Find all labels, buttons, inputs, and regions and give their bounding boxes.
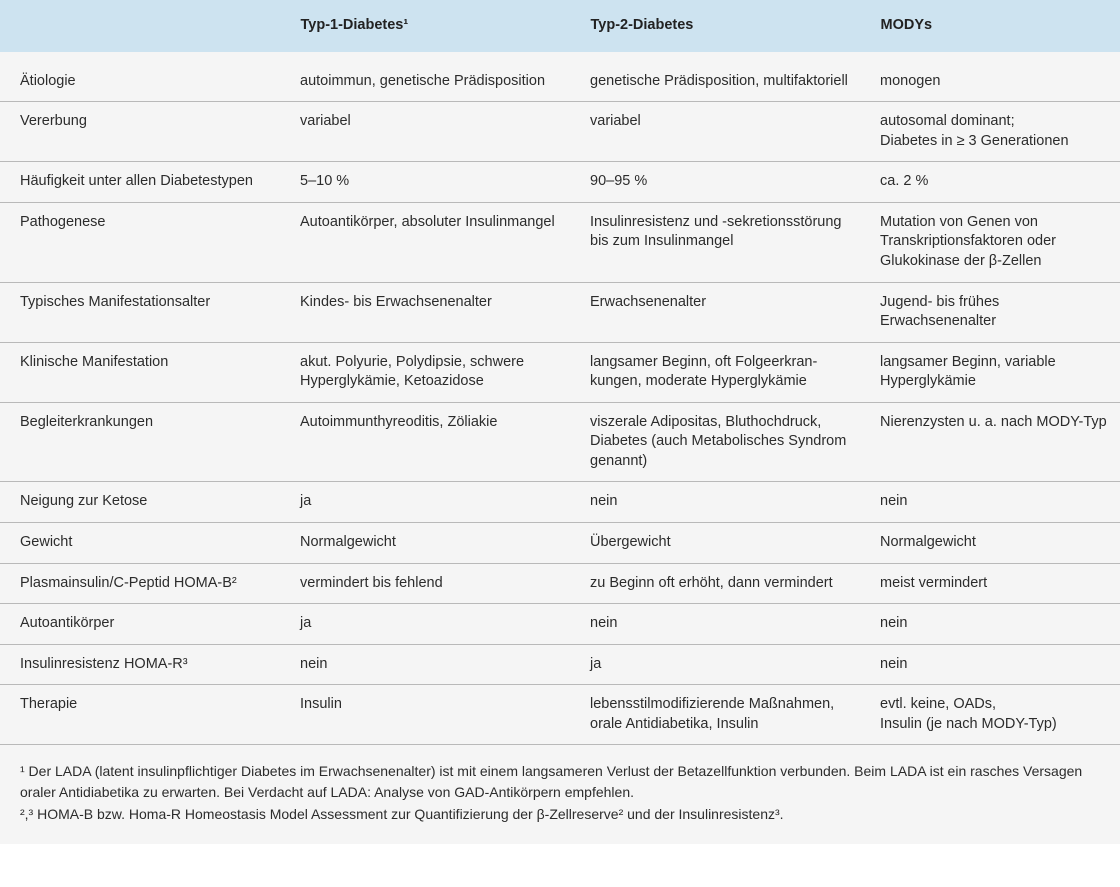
row-cell: akut. Polyurie, Polydipsie, schwere Hype… [280,342,570,402]
row-cell: Autoimmunthyreoditis, Zöliakie [280,402,570,482]
row-cell: variabel [280,102,570,162]
row-cell: zu Beginn oft erhöht, dann vermindert [570,563,860,604]
table-row: Neigung zur Ketosejaneinnein [0,482,1120,523]
row-cell: variabel [570,102,860,162]
col-header-typ2: Typ-2-Diabetes [570,0,860,52]
row-cell: lebensstilmodifizierende Maßnah­men, ora… [570,685,860,745]
table-row: GewichtNormalgewichtÜbergewichtNormalgew… [0,523,1120,564]
row-label: Häufigkeit unter allen Diabetestypen [0,162,280,203]
table-body: Ätiologieautoimmun, genetische Prädispos… [0,52,1120,745]
diabetes-comparison-table: Typ-1-Diabetes¹ Typ-2-Diabetes MODYs Äti… [0,0,1120,844]
row-cell: Übergewicht [570,523,860,564]
row-label: Begleiterkrankungen [0,402,280,482]
row-cell: ca. 2 % [860,162,1120,203]
row-cell: meist vermindert [860,563,1120,604]
row-cell: Normalgewicht [860,523,1120,564]
table-row: Autoantikörperjaneinnein [0,604,1120,645]
table-row: Ätiologieautoimmun, genetische Prädispos… [0,52,1120,102]
row-label: Plasmainsulin/C-Peptid HOMA-B² [0,563,280,604]
row-label: Gewicht [0,523,280,564]
row-label: Therapie [0,685,280,745]
row-label: Ätiologie [0,52,280,102]
row-cell: Kindes- bis Erwachsenenalter [280,282,570,342]
footnotes: ¹ Der LADA (latent insulinpflichtiger Di… [0,745,1120,844]
row-cell: Normalgewicht [280,523,570,564]
row-label: Pathogenese [0,202,280,282]
row-cell: ja [570,644,860,685]
row-cell: 5–10 % [280,162,570,203]
row-cell: Jugend- bis frühes Erwachsenenalter [860,282,1120,342]
row-cell: 90–95 % [570,162,860,203]
row-cell: autoimmun, genetische Prädisposition [280,52,570,102]
row-cell: evtl. keine, OADs, Insulin (je nach MODY… [860,685,1120,745]
row-cell: viszerale Adipositas, Bluthochdruck, Dia… [570,402,860,482]
row-cell: nein [860,604,1120,645]
row-cell: langsamer Beginn, oft Folgeerkran­kungen… [570,342,860,402]
row-cell: ja [280,482,570,523]
col-header-modys: MODYs [860,0,1120,52]
col-header-typ1: Typ-1-Diabetes¹ [280,0,570,52]
row-label: Klinische Manifestation [0,342,280,402]
row-cell: Erwachsenenalter [570,282,860,342]
row-cell: vermindert bis fehlend [280,563,570,604]
footnote-2: ²,³ HOMA-B bzw. Homa-R Homeostasis Model… [20,804,1100,824]
footnote-1: ¹ Der LADA (latent insulinpflichtiger Di… [20,761,1100,802]
row-cell: Insulin [280,685,570,745]
row-cell: Mutation von Genen von Transkriptionsfak… [860,202,1120,282]
row-cell: nein [860,644,1120,685]
table: Typ-1-Diabetes¹ Typ-2-Diabetes MODYs Äti… [0,0,1120,745]
table-row: Vererbungvariabelvariabelautosomal domin… [0,102,1120,162]
table-row: PathogeneseAutoantikörper, absoluter Ins… [0,202,1120,282]
table-row: Insulinresistenz HOMA-R³neinjanein [0,644,1120,685]
table-row: Klinische Manifestationakut. Polyurie, P… [0,342,1120,402]
table-row: TherapieInsulinlebensstilmodifizierende … [0,685,1120,745]
row-cell: langsamer Beginn, variable Hyperglykämie [860,342,1120,402]
row-cell: nein [570,604,860,645]
row-cell: Autoantikörper, absoluter Insulinmangel [280,202,570,282]
table-row: Häufigkeit unter allen Diabetestypen5–10… [0,162,1120,203]
table-row: Typisches ManifestationsalterKindes- bis… [0,282,1120,342]
row-cell: Nierenzysten u. a. nach MODY-Typ [860,402,1120,482]
row-cell: genetische Prädisposition, multifaktorie… [570,52,860,102]
row-label: Autoantikörper [0,604,280,645]
table-row: BegleiterkrankungenAutoimmunthyreoditis,… [0,402,1120,482]
col-header-empty [0,0,280,52]
row-label: Insulinresistenz HOMA-R³ [0,644,280,685]
row-cell: nein [280,644,570,685]
row-label: Typisches Manifestationsalter [0,282,280,342]
table-header-row: Typ-1-Diabetes¹ Typ-2-Diabetes MODYs [0,0,1120,52]
row-label: Vererbung [0,102,280,162]
row-cell: autosomal dominant; Diabetes in ≥ 3 Gene… [860,102,1120,162]
row-cell: monogen [860,52,1120,102]
row-cell: Insulinresistenz und -sekretions­störung… [570,202,860,282]
table-row: Plasmainsulin/C-Peptid HOMA-B²vermindert… [0,563,1120,604]
row-cell: nein [860,482,1120,523]
row-cell: nein [570,482,860,523]
row-label: Neigung zur Ketose [0,482,280,523]
row-cell: ja [280,604,570,645]
